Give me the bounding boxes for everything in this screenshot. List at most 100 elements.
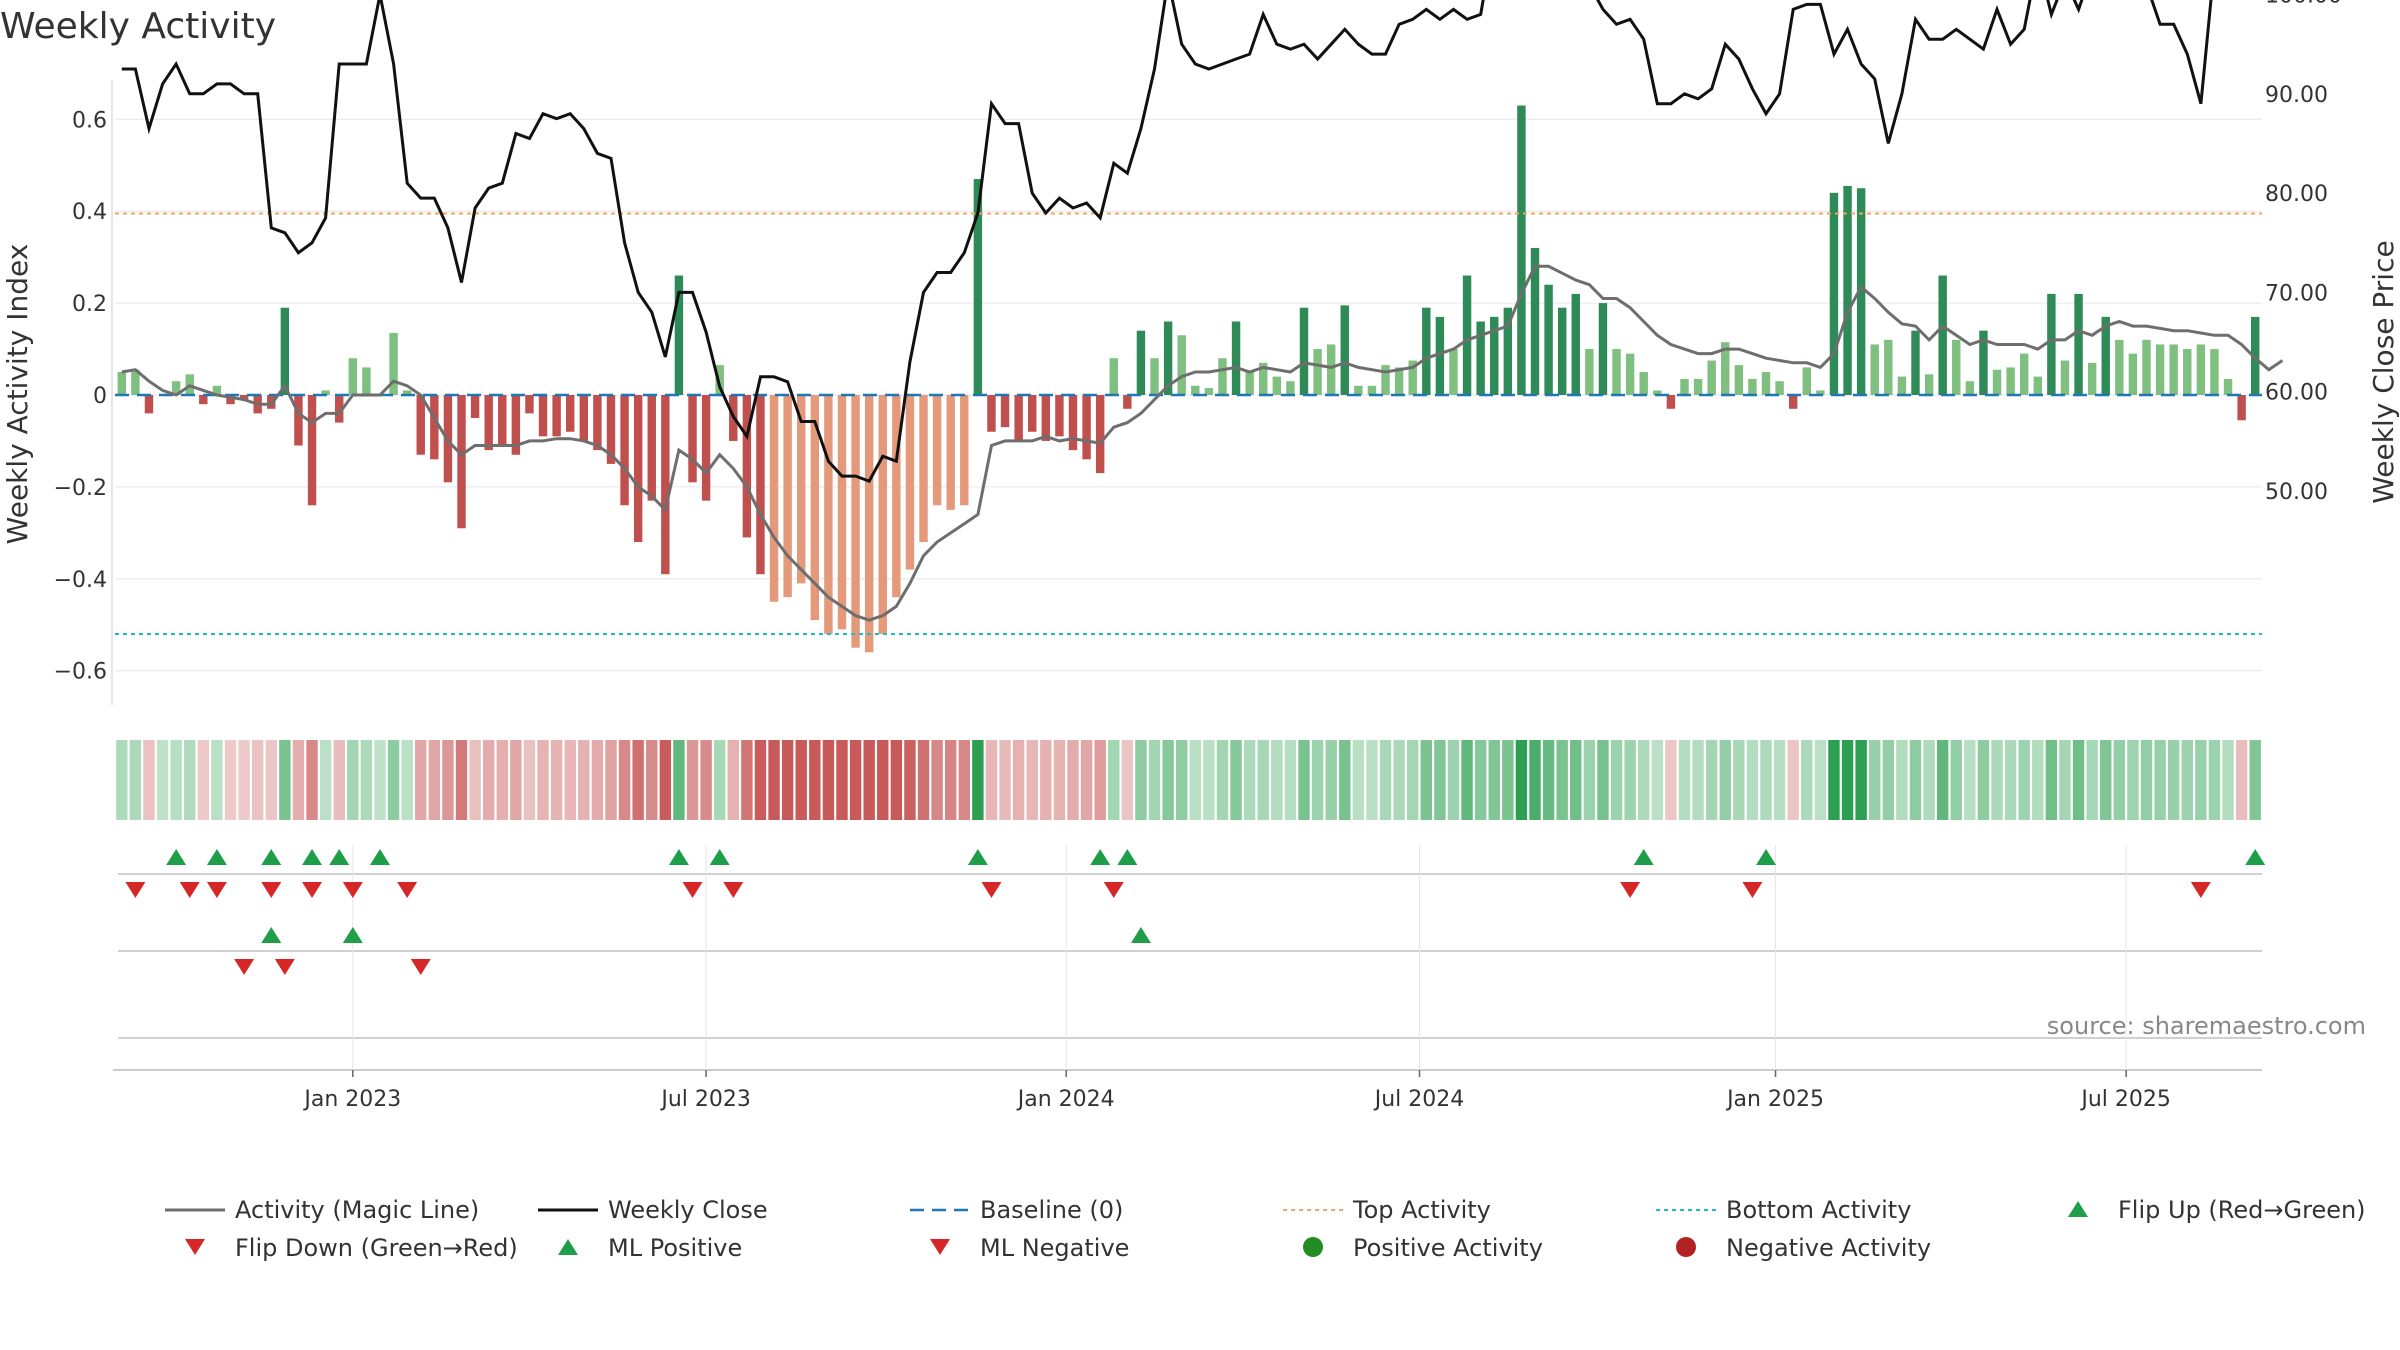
- flip-up-marker: [369, 849, 390, 865]
- flip-up-marker: [261, 849, 282, 865]
- activity-bar: [1666, 395, 1676, 409]
- strip-cell: [306, 740, 318, 820]
- activity-bar: [538, 395, 548, 437]
- strip-cell: [251, 740, 264, 820]
- activity-bar: [1231, 321, 1241, 395]
- strip-cell: [238, 740, 250, 820]
- strip-cell: [347, 740, 359, 820]
- activity-bar: [1286, 381, 1295, 395]
- x-tick-label: Jul 2024: [1373, 1087, 1465, 1112]
- x-tick-label: Jan 2024: [1016, 1087, 1115, 1112]
- activity-bar: [1761, 372, 1771, 395]
- strip-cell: [1230, 740, 1242, 820]
- activity-bar: [1829, 192, 1839, 395]
- strip-cell: [1148, 740, 1161, 820]
- legend-swatch-triangle-down: [185, 1239, 205, 1255]
- activity-bar: [2047, 293, 2056, 395]
- strip-cell: [1271, 740, 1283, 820]
- strip-cell: [1243, 740, 1256, 820]
- activity-bar: [1394, 367, 1404, 395]
- strip-cell: [632, 740, 644, 820]
- activity-bar: [1625, 353, 1635, 395]
- activity-bar: [1884, 339, 1893, 395]
- strip-cell: [1570, 740, 1582, 820]
- flip-down-marker: [2190, 882, 2211, 898]
- activity-bar: [348, 358, 358, 395]
- activity-bar: [416, 395, 425, 455]
- activity-bar: [239, 395, 249, 400]
- strip-cell: [1284, 740, 1297, 820]
- activity-bar: [566, 395, 575, 432]
- activity-bar: [1381, 365, 1390, 395]
- weekly-close-line: [121, 0, 2213, 483]
- activity-bar: [2183, 349, 2192, 395]
- y-tick-label: −0.6: [54, 660, 107, 685]
- strip-cell: [116, 740, 128, 820]
- activity-bar: [797, 395, 806, 584]
- activity-bar: [661, 395, 670, 575]
- strip-cell: [2249, 740, 2261, 820]
- strip-cell: [754, 740, 767, 820]
- activity-bar: [2033, 376, 2043, 395]
- activity-bar: [1517, 105, 1526, 395]
- strip-cell: [822, 740, 835, 820]
- strip-cell: [2181, 740, 2193, 820]
- activity-bar: [1177, 335, 1186, 395]
- flip-up-marker: [1117, 849, 1138, 865]
- activity-bar: [1082, 395, 1091, 460]
- activity-bar: [633, 395, 643, 543]
- strip-cell: [1610, 740, 1623, 820]
- activity-bar: [1585, 349, 1594, 395]
- activity-bar: [2087, 362, 2097, 395]
- activity-bar: [511, 395, 521, 455]
- legend-swatch-triangle-up: [2068, 1201, 2088, 1217]
- legend-label: Negative Activity: [1726, 1234, 1931, 1262]
- strip-cell: [1977, 740, 1990, 820]
- activity-bar: [2019, 353, 2029, 395]
- activity-bar: [715, 365, 724, 395]
- flip-up-marker: [302, 849, 323, 865]
- activity-bar: [1204, 388, 1214, 395]
- activity-bar: [1422, 307, 1431, 395]
- activity-bar: [1000, 395, 1010, 428]
- strip-cell: [1991, 740, 2003, 820]
- activity-bar: [2169, 344, 2178, 395]
- strip-cell: [1434, 740, 1446, 820]
- activity-bar: [987, 395, 996, 432]
- flip-down-marker: [981, 882, 1002, 898]
- y-tick-label: 0.6: [72, 108, 107, 133]
- activity-bar: [1721, 342, 1730, 395]
- strip-cell: [1053, 740, 1066, 820]
- strip-cell: [2059, 740, 2071, 820]
- activity-bar: [647, 395, 656, 501]
- strip-cell: [1311, 740, 1324, 820]
- activity-bar: [878, 395, 887, 634]
- activity-bar: [1218, 358, 1227, 395]
- strip-cell: [2032, 740, 2044, 820]
- legend-label: Flip Down (Green→Red): [235, 1234, 518, 1262]
- strip-cell: [1841, 740, 1854, 820]
- strip-cell: [1339, 740, 1351, 820]
- y2-axis-title: Weekly Close Price: [2367, 240, 2400, 503]
- y-tick-label: 0.4: [72, 200, 107, 225]
- strip-cell: [795, 740, 807, 820]
- activity-bar: [1095, 395, 1105, 474]
- strip-cell: [156, 740, 169, 820]
- ml-negative-marker: [410, 959, 431, 975]
- activity-bar: [199, 395, 208, 405]
- strip-cell: [469, 740, 481, 820]
- legend-label: Top Activity: [1352, 1196, 1491, 1224]
- activity-bar: [144, 395, 154, 414]
- activity-bar: [1530, 247, 1540, 395]
- activity-bar: [1748, 378, 1757, 395]
- activity-bar: [280, 307, 290, 395]
- activity-bar: [1476, 321, 1485, 395]
- strip-cell: [673, 740, 685, 820]
- activity-bar: [851, 395, 860, 648]
- strip-cell: [292, 740, 305, 820]
- activity-bar: [1041, 395, 1051, 441]
- legend-label: Weekly Close: [608, 1196, 768, 1224]
- activity-bar: [864, 395, 874, 653]
- activity-bar: [1299, 307, 1309, 395]
